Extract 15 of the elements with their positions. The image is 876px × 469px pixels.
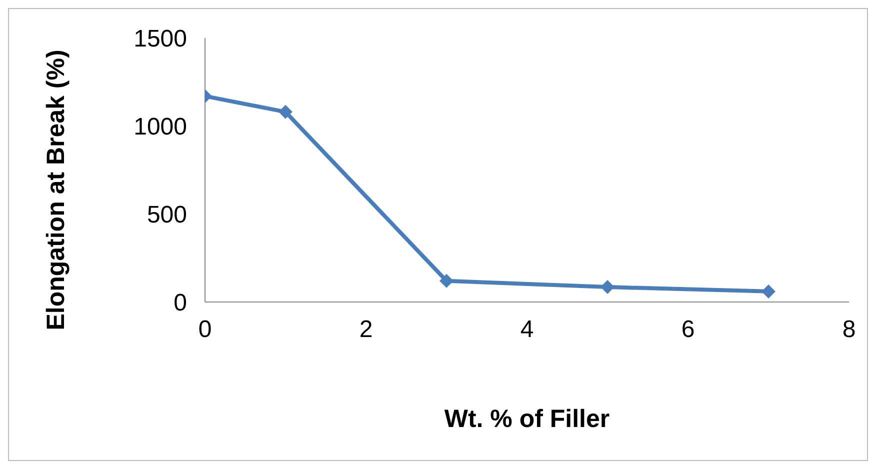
x-axis-title: Wt. % of Filler <box>444 405 610 433</box>
x-tick-label: 0 <box>198 316 212 344</box>
point <box>600 280 614 294</box>
point <box>440 274 454 288</box>
point <box>762 284 776 298</box>
y-axis-title: Elongation at Break (%) <box>42 50 70 330</box>
point <box>278 104 292 119</box>
x-tick-label: 8 <box>842 316 856 344</box>
y-tick-label: 500 <box>146 202 187 229</box>
y-tick-label: 0 <box>174 290 187 317</box>
x-tick-label: 6 <box>681 316 695 344</box>
x-tick-label: 4 <box>520 316 534 344</box>
x-tick-label: 2 <box>359 316 373 344</box>
y-tick-label: 1500 <box>134 26 187 53</box>
y-tick-label: 1000 <box>134 114 187 141</box>
